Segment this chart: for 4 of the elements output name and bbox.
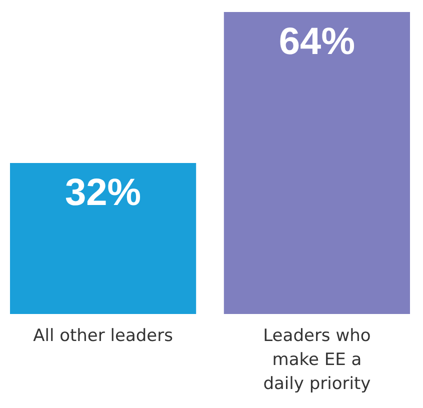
x-tick-label: Leaders who make EE a daily priority xyxy=(263,326,371,394)
data-label: 64% xyxy=(278,21,355,63)
x-tick-label: All other leaders xyxy=(33,326,174,346)
data-label: 32% xyxy=(65,172,142,214)
